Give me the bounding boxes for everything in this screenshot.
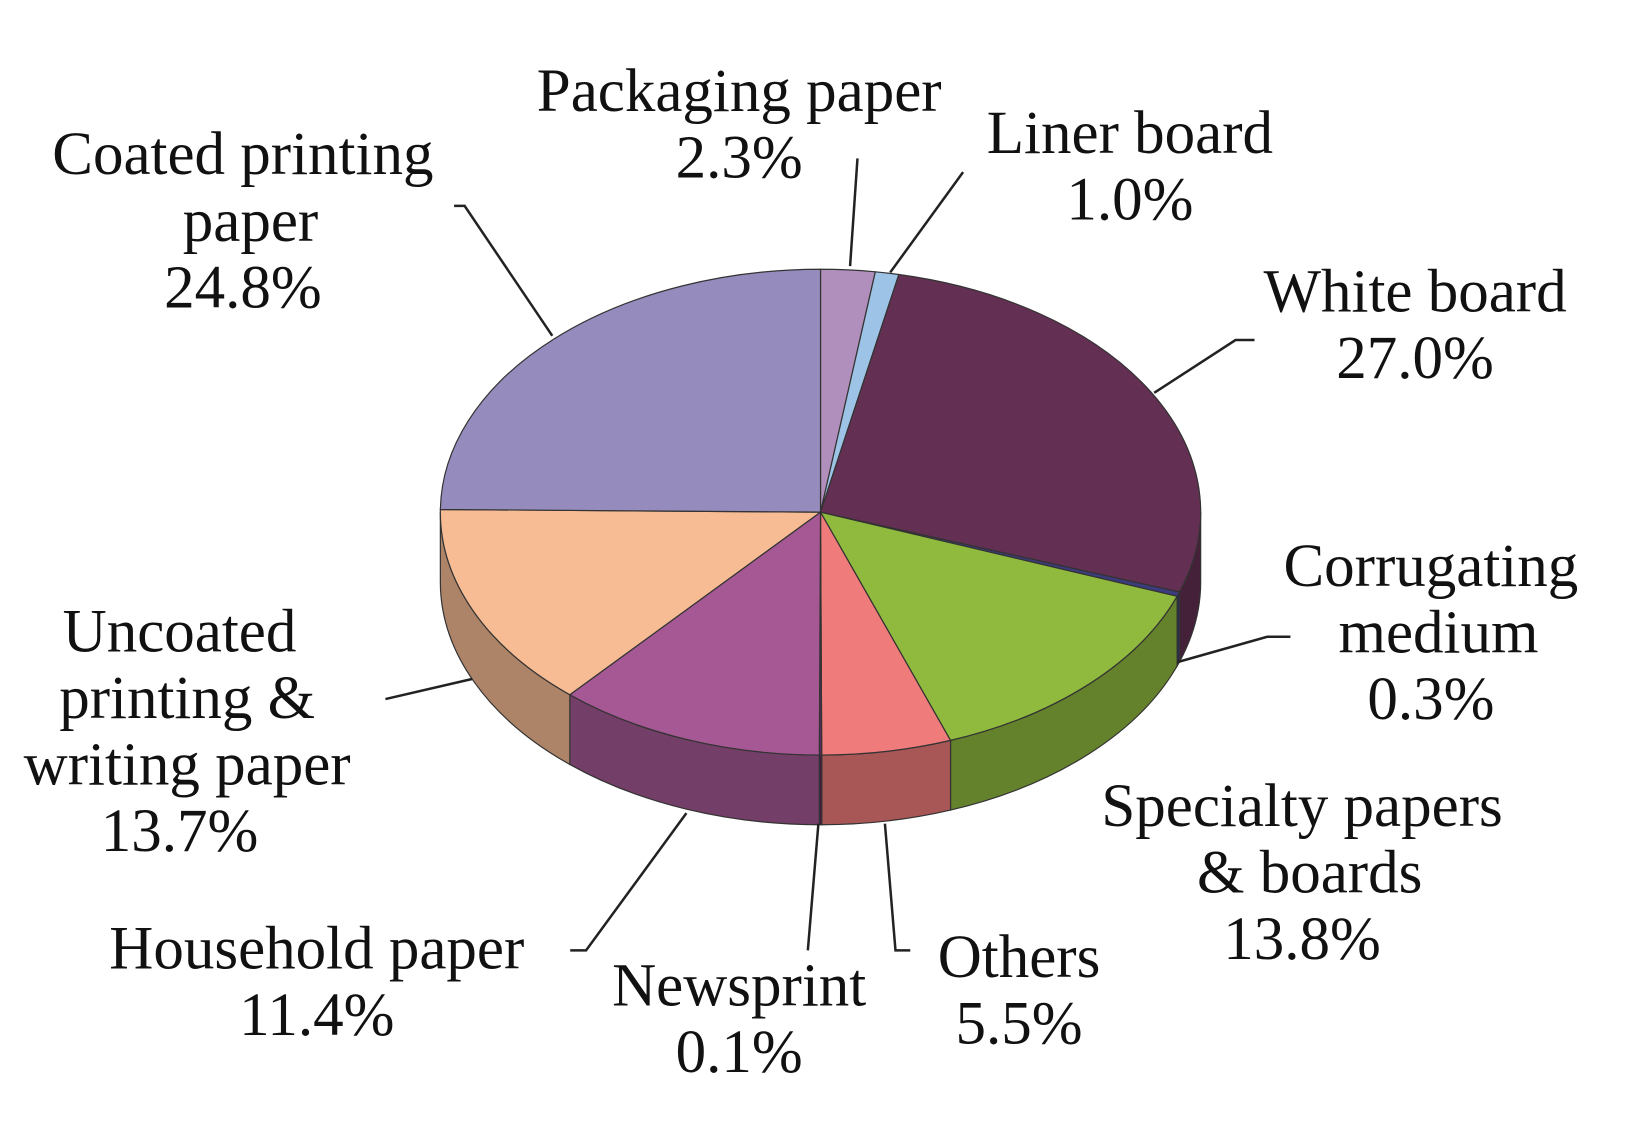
value-label: 0.1% [676, 1019, 803, 1086]
value-label: 13.8% [1223, 906, 1381, 973]
slice [819, 511, 1179, 742]
slice [819, 273, 1202, 593]
category-label: Specialty papers & boards [1101, 773, 1502, 907]
leader-line [848, 158, 859, 267]
leader-line [1153, 338, 1255, 394]
slice [439, 508, 823, 696]
slice [819, 509, 952, 756]
slice [568, 510, 822, 756]
leader-line [570, 812, 688, 952]
category-label: Corrugating medium [1283, 533, 1578, 667]
category-label: Newsprint [612, 952, 866, 1019]
category-label: Coated printing paper [52, 121, 433, 255]
value-label: 13.7% [101, 798, 259, 865]
category-label: White board [1263, 259, 1566, 326]
leader-line [883, 823, 911, 952]
category-label: Packaging paper [537, 58, 942, 125]
leader-line [806, 823, 820, 951]
pie-tops [439, 268, 1202, 756]
leader-line [889, 171, 965, 274]
value-label: 27.0% [1336, 325, 1494, 392]
slice [439, 268, 822, 513]
value-label: 1.0% [1066, 167, 1193, 234]
value-label: 2.3% [676, 124, 803, 191]
category-label: Uncoated printing & writing paper [8, 599, 350, 799]
category-label: Liner board [987, 100, 1273, 167]
value-label: 11.4% [239, 982, 394, 1049]
value-label: 24.8% [164, 254, 322, 321]
value-label: 0.3% [1367, 666, 1494, 733]
leader-line [454, 204, 554, 337]
leader-line [1177, 635, 1291, 664]
category-label: Household paper [109, 915, 524, 982]
leader-line [385, 677, 473, 701]
value-label: 5.5% [956, 990, 1083, 1057]
category-label: Others [938, 924, 1101, 991]
